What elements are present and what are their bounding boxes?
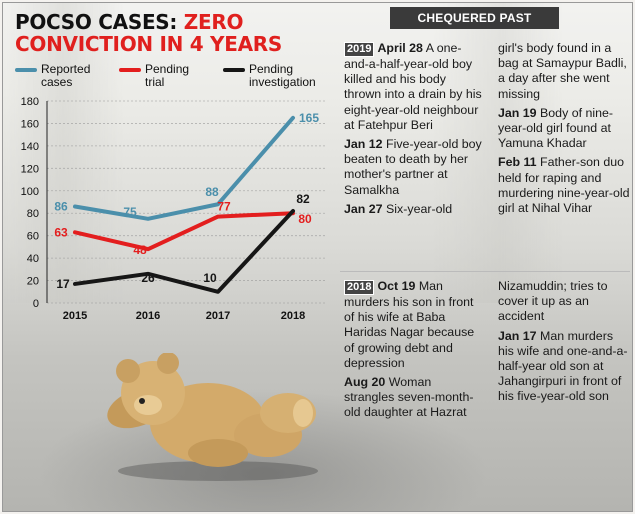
- legend-label-pending-trial: Pending trial: [145, 62, 190, 89]
- series-reported-data-label: 75: [123, 205, 137, 219]
- column-2018-right: Nizamuddin; tries to cover it up as an a…: [498, 279, 632, 409]
- legend-swatch-reported: [15, 68, 37, 72]
- entry-aug-20-continued: Nizamuddin; tries to cover it up as an a…: [498, 279, 632, 325]
- entry-date: Feb 11: [498, 155, 537, 170]
- entry-date: Oct 19: [377, 279, 416, 293]
- entry-date: Aug 20: [344, 375, 386, 390]
- entry-april-28: 2019 April 28 A one-and-a-half-year-old b…: [344, 41, 484, 133]
- title-part-1: POCSO CASES:: [15, 10, 178, 34]
- entry-date: Jan 27: [344, 201, 383, 216]
- series-pending-investigation-data-label: 26: [141, 271, 155, 285]
- y-tick-label: 120: [21, 163, 39, 175]
- x-tick-label: 2017: [206, 310, 230, 322]
- entry-oct-19: 2018 Oct 19 Man murders his son in front …: [344, 279, 484, 371]
- entry-jan-27: Jan 27 Six-year-old: [344, 202, 484, 217]
- entry-text: girl's body found in a bag at Samaypur B…: [498, 41, 627, 101]
- legend-swatch-pending-investigation: [223, 68, 245, 72]
- infographic-title: POCSO CASES: ZERO CONVICTION IN 4 YEARS: [15, 11, 335, 55]
- y-tick-label: 0: [33, 298, 39, 310]
- incidents-panel: 2019 April 28 A one-and-a-half-year-old b…: [340, 37, 632, 511]
- y-tick-label: 40: [27, 253, 39, 265]
- entry-date: Jan 17: [498, 328, 537, 343]
- series-reported-data-label: 165: [299, 111, 319, 125]
- entry-text: Five-year-old boy beaten to death by her…: [344, 137, 482, 197]
- series-pending-investigation-data-label: 17: [56, 277, 70, 291]
- title-part-3: CONVICTION IN 4 YEARS: [15, 32, 282, 56]
- entry-jan-17: Jan 17 Man murders his wife and one-and-…: [498, 329, 632, 405]
- series-pending-trial-data-label: 80: [298, 212, 312, 226]
- column-2019-right: girl's body found in a bag at Samaypur B…: [498, 41, 632, 220]
- entry-text: Nizamuddin; tries to cover it up as an a…: [498, 279, 608, 324]
- entry-text: Man murders his son in front of his wife…: [344, 279, 475, 370]
- year-badge-2018: 2018: [344, 280, 375, 295]
- series-pending-investigation-line: [73, 208, 295, 294]
- entry-jan-27-continued: girl's body found in a bag at Samaypur B…: [498, 41, 632, 102]
- entry-text: Six-year-old: [386, 201, 453, 216]
- entry-text: Woman strangles seven-month-old daughter…: [344, 375, 474, 420]
- y-tick-label: 180: [21, 96, 39, 108]
- legend-swatch-pending-trial: [119, 68, 141, 72]
- y-tick-label: 20: [27, 276, 39, 288]
- teddy-bear-illustration: [107, 353, 318, 481]
- y-tick-label: 100: [21, 186, 39, 198]
- x-tick-label: 2018: [281, 310, 305, 322]
- trees-background: [3, 3, 632, 303]
- year-badge-2019: 2019: [344, 42, 375, 57]
- y-tick-label: 60: [27, 231, 39, 243]
- series-pending-investigation-data-label: 10: [203, 271, 217, 285]
- column-2018-left: 2018 Oct 19 Man murders his son in front …: [344, 279, 484, 425]
- series-pending-trial-data-label: 77: [217, 200, 231, 214]
- series-reported-data-label: 86: [54, 199, 68, 213]
- y-tick-label: 140: [21, 141, 39, 153]
- y-tick-label: 160: [21, 118, 39, 130]
- year-divider: [340, 271, 630, 272]
- entry-jan-12: Jan 12 Five-year-old boy beaten to death…: [344, 137, 484, 198]
- y-tick-label: 80: [27, 208, 39, 220]
- series-reported-line: [73, 115, 295, 221]
- series-reported-data-label: 88: [205, 185, 219, 199]
- entry-feb-11: Feb 11 Father-son duo held for raping an…: [498, 155, 632, 216]
- series-pending-trial-data-label: 48: [133, 243, 147, 257]
- legend-label-pending-investigation: Pending investigation: [249, 62, 316, 89]
- entry-aug-20: Aug 20 Woman strangles seven-month-old d…: [344, 375, 484, 421]
- x-tick-label: 2015: [63, 310, 87, 322]
- entry-text: Man murders his wife and one-and-a-half-…: [498, 328, 628, 404]
- entry-date: Jan 12: [344, 137, 383, 152]
- series-pending-investigation-data-label: 82: [296, 192, 310, 206]
- road-photo-background: [3, 3, 632, 511]
- entry-date: April 28: [377, 41, 423, 55]
- chequered-past-banner: CHEQUERED PAST: [390, 7, 559, 29]
- entry-jan-19: Jan 19 Body of nine-year-old girl found …: [498, 106, 632, 152]
- legend-label-reported: Reported cases: [41, 62, 91, 89]
- entry-text: Father-son duo held for raping and murde…: [498, 155, 630, 216]
- entry-text: A one-and-a-half-year-old boy killed and…: [344, 41, 482, 132]
- line-chart: 0 20 40 60 80 100 120 140 160 180 2015 2016 2017 2018…: [21, 96, 325, 322]
- entry-text: Body of nine-year-old girl found at Yamu…: [498, 105, 614, 151]
- entry-date: Jan 19: [498, 105, 537, 120]
- series-pending-trial-line: [73, 211, 295, 252]
- title-part-2: ZERO: [183, 10, 244, 34]
- column-2019-left: 2019 April 28 A one-and-a-half-year-old b…: [344, 41, 484, 221]
- x-tick-label: 2016: [136, 310, 160, 322]
- chart-legend: Reported cases Pending trial Pending inv…: [11, 61, 341, 95]
- series-pending-trial-data-label: 63: [54, 225, 68, 239]
